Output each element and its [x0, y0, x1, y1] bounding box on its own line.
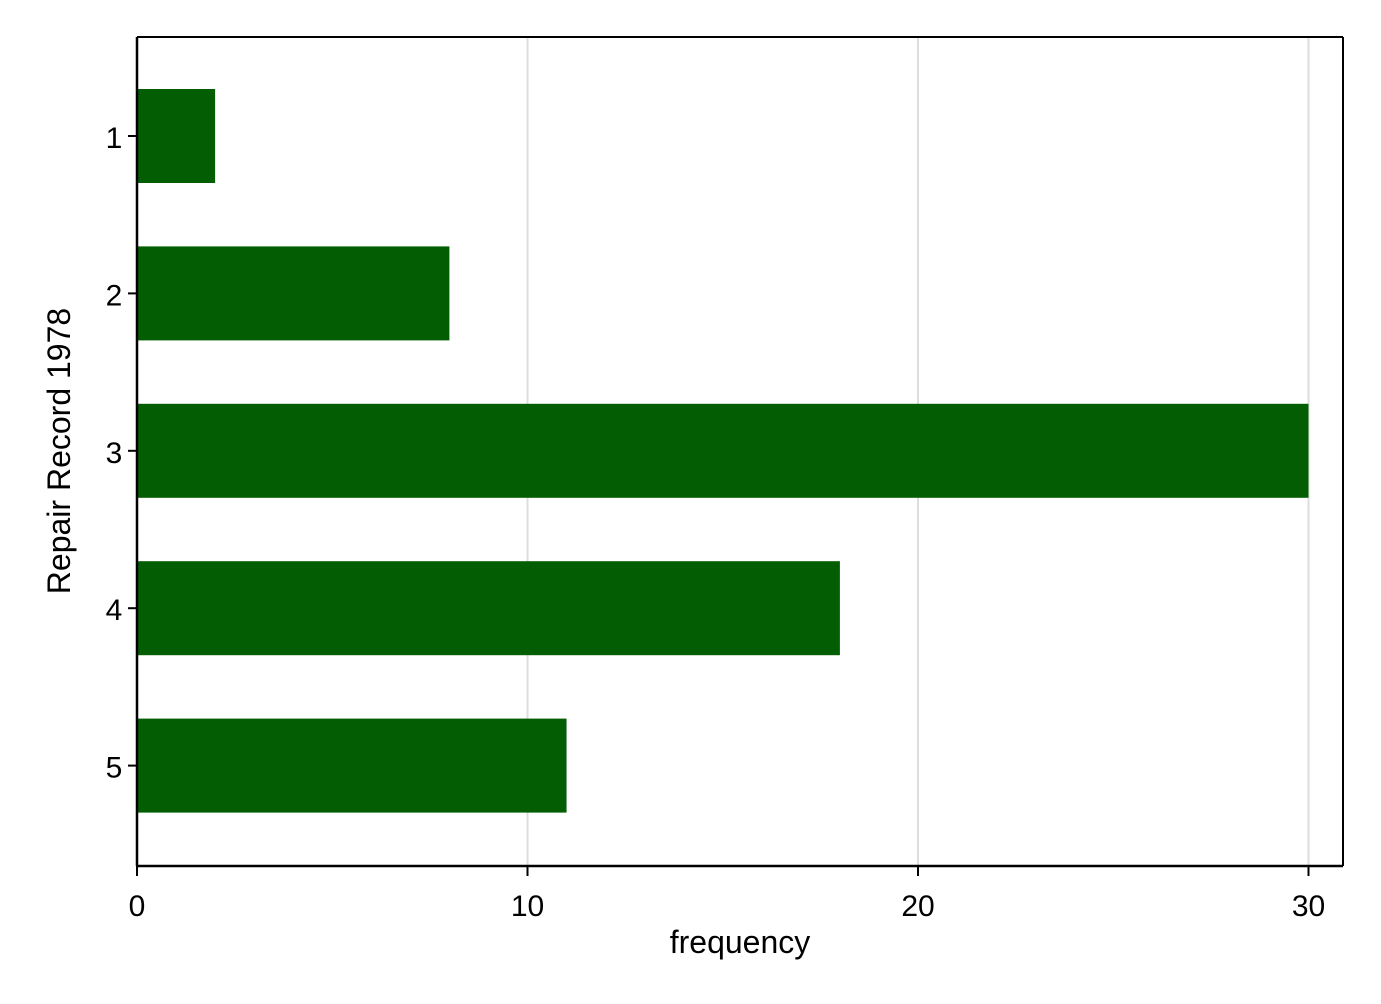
bars [137, 89, 1309, 813]
y-tick-label-4: 4 [106, 594, 123, 627]
x-tick-label-30: 30 [1292, 890, 1325, 923]
x-tick-label-0: 0 [129, 890, 146, 923]
y-tick-label-2: 2 [106, 279, 123, 312]
bar-2 [137, 246, 450, 341]
y-axis-ticks: 1 2 3 4 5 [106, 122, 137, 785]
y-tick-label-3: 3 [106, 437, 123, 470]
x-axis-ticks: 0 10 20 30 [129, 866, 1325, 923]
y-tick-label-5: 5 [106, 752, 123, 785]
x-axis-title: frequency [670, 924, 811, 960]
bar-3 [137, 403, 1309, 498]
bar-4 [137, 561, 840, 656]
x-tick-label-20: 20 [901, 890, 934, 923]
bar-5 [137, 718, 567, 813]
x-tick-label-10: 10 [511, 890, 544, 923]
bar-1 [137, 89, 216, 183]
y-tick-label-1: 1 [106, 122, 123, 155]
y-axis-title: Repair Record 1978 [41, 308, 77, 594]
